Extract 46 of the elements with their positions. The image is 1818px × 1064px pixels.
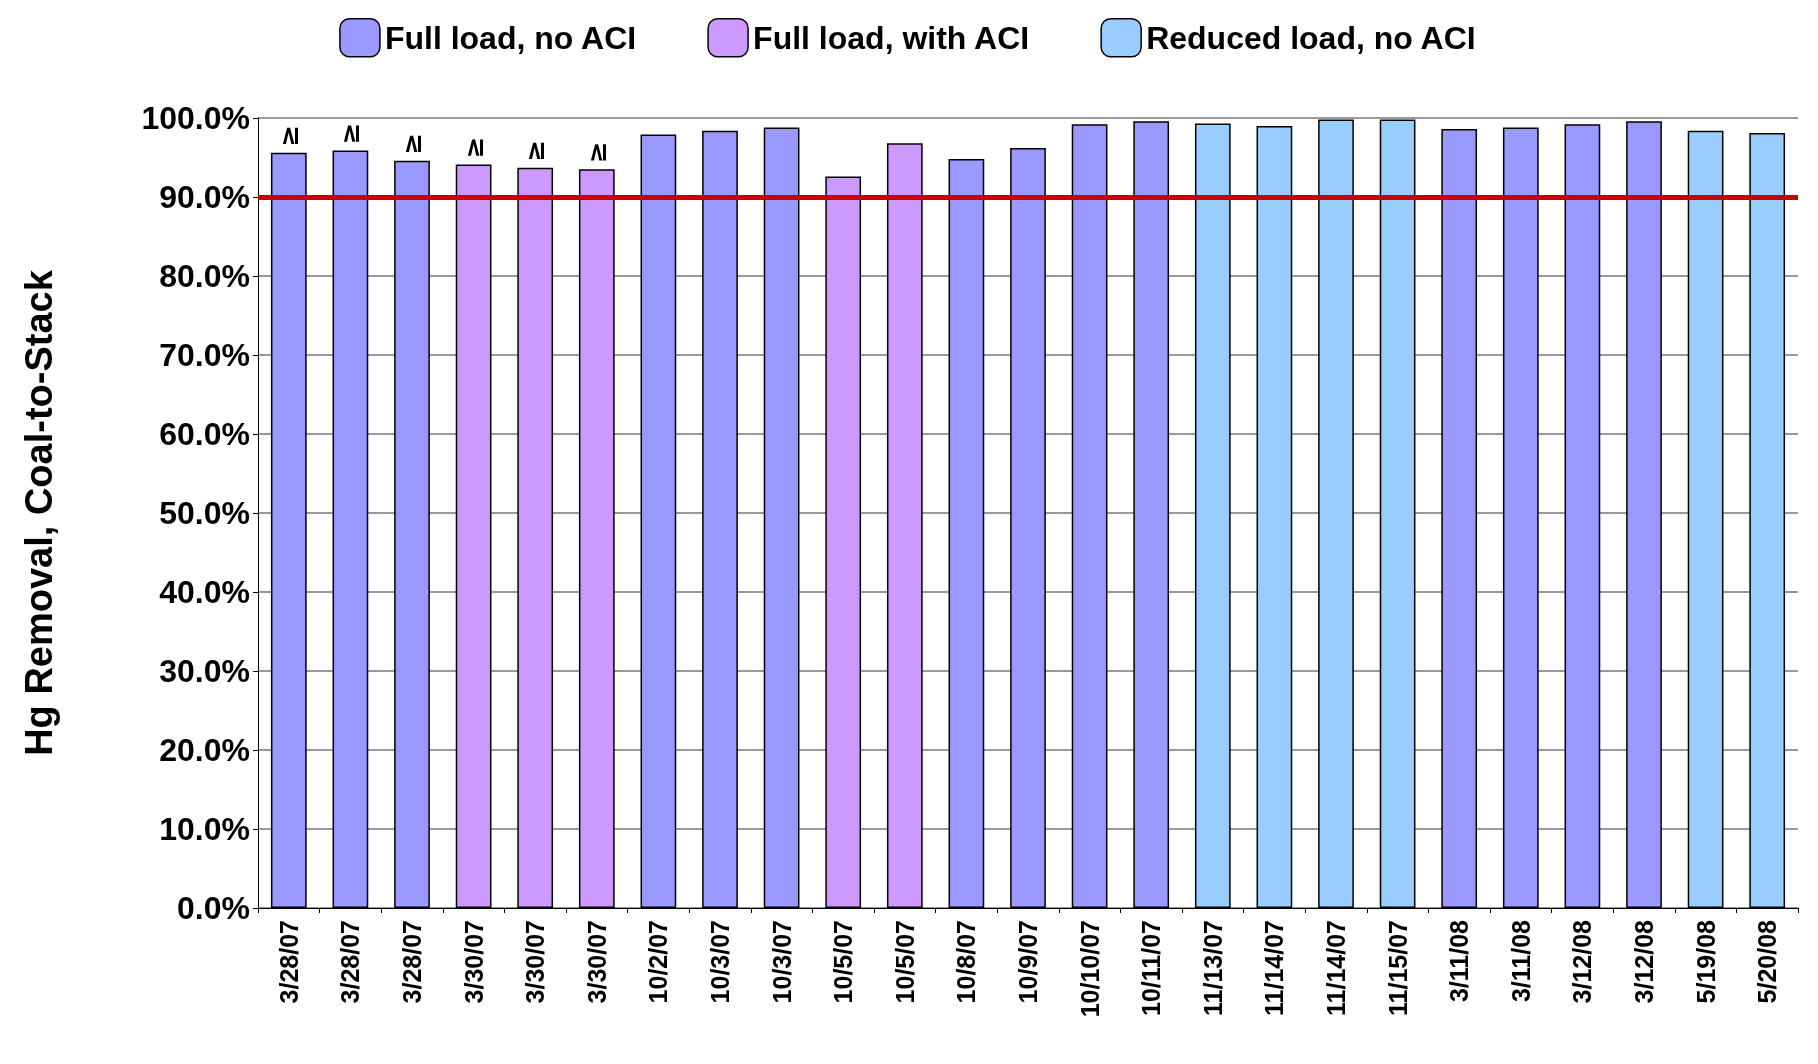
data-label: ≥	[458, 136, 489, 159]
y-tick-label: 0.0%	[177, 890, 250, 926]
x-tick-label: 10/11/07	[1137, 920, 1166, 1016]
legend-label: Reduced load, no ACI	[1146, 19, 1476, 56]
x-tick-label: 10/3/07	[767, 920, 796, 1004]
legend-label: Full load, no ACI	[384, 19, 637, 56]
legend-label: Full load, with ACI	[753, 19, 1030, 56]
y-axis-title: Hg Removal, Coal-to-Stack	[18, 269, 60, 756]
x-tick-label: 5/19/08	[1691, 919, 1720, 1004]
data-label: ≥	[397, 132, 427, 155]
x-tick-label: 10/9/07	[1014, 920, 1042, 1004]
data-label: ≥	[273, 124, 304, 147]
y-tick-label: 20.0%	[159, 732, 250, 768]
data-label: ≥	[335, 122, 366, 145]
x-tick-label: 11/14/07	[1260, 920, 1289, 1016]
x-tick-label: 3/11/08	[1445, 919, 1474, 1003]
x-tick-label: 3/11/08	[1506, 919, 1535, 1003]
y-tick-label: 80.0%	[159, 258, 250, 294]
y-tick-label: 60.0%	[159, 416, 250, 452]
y-tick-label: 30.0%	[159, 653, 250, 689]
x-tick-label: 3/30/07	[521, 920, 550, 1004]
x-tick-label: 3/30/07	[459, 920, 488, 1004]
x-tick-label: 10/3/07	[706, 920, 734, 1004]
x-tick-label: 3/28/07	[398, 920, 426, 1004]
x-tick-label: 3/12/08	[1630, 919, 1658, 1004]
x-tick-label: 5/20/08	[1753, 919, 1782, 1004]
x-tick-label: 3/12/08	[1568, 919, 1597, 1004]
x-tick-label: 10/5/07	[829, 920, 858, 1004]
x-tick-label: 3/28/07	[336, 920, 365, 1004]
x-tick-label: 10/10/07	[1075, 920, 1104, 1018]
x-tick-label: 11/15/07	[1383, 920, 1412, 1016]
data-label: ≥	[581, 141, 612, 164]
y-tick-label: 90.0%	[159, 179, 250, 215]
x-tick-label: 10/8/07	[952, 920, 981, 1004]
data-label: ≥	[520, 139, 551, 162]
x-tick-label: 3/28/07	[274, 920, 303, 1004]
x-tick-label: 10/2/07	[644, 920, 673, 1004]
x-tick-label: 11/13/07	[1198, 920, 1227, 1016]
x-tick-label: 3/30/07	[582, 920, 611, 1004]
y-tick-label: 40.0%	[159, 574, 250, 610]
y-tick-label: 70.0%	[159, 337, 250, 373]
y-tick-label: 10.0%	[159, 811, 250, 847]
x-tick-label: 11/14/07	[1322, 920, 1350, 1016]
y-tick-label: 100.0%	[141, 100, 250, 136]
y-tick-label: 50.0%	[159, 495, 250, 531]
x-tick-label: 10/5/07	[890, 920, 919, 1004]
